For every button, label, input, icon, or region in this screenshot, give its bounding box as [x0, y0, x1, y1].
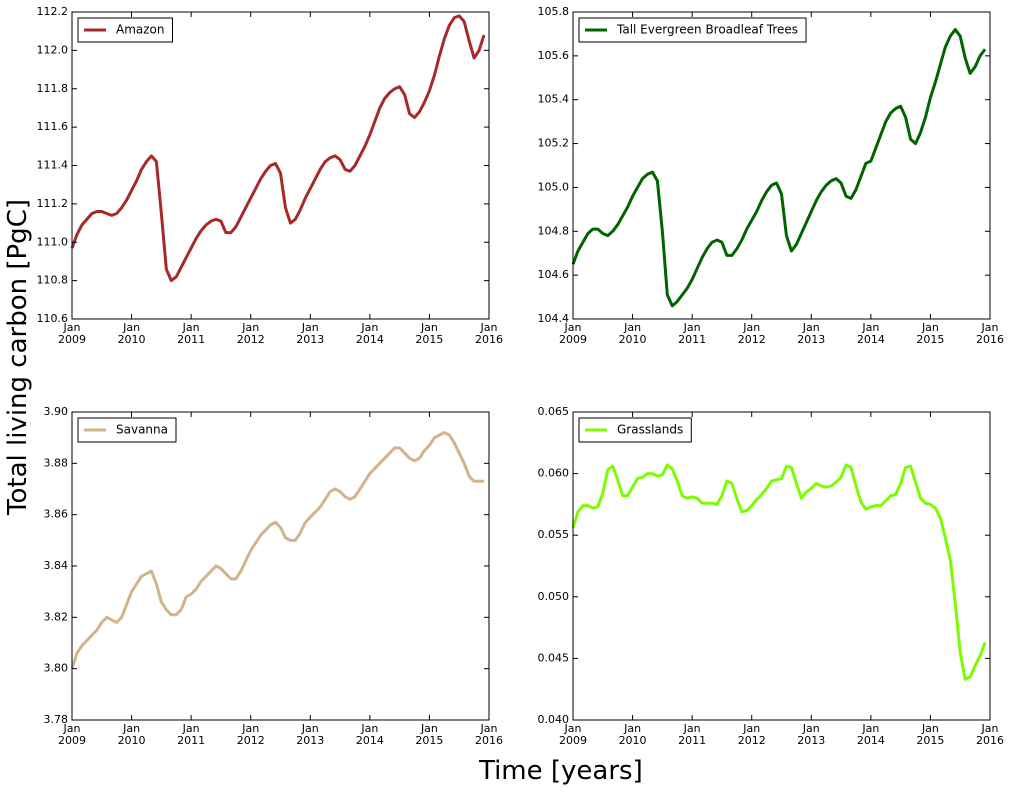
- y-tick-label: 0.055: [538, 528, 570, 541]
- x-tick-label: Jan 2015: [415, 321, 444, 346]
- legend-label: Tall Evergreen Broadleaf Trees: [616, 23, 798, 37]
- y-tick-label: 104.8: [538, 224, 570, 237]
- plot-area: [72, 12, 489, 319]
- x-tick-label: Jan 2016: [475, 321, 503, 346]
- x-tick-label: Jan 2015: [415, 722, 444, 747]
- plot-area: [573, 12, 990, 319]
- y-tick-label: 104.4: [538, 312, 570, 325]
- x-tick-label: Jan 2014: [856, 321, 885, 346]
- data-line: [571, 463, 987, 681]
- y-tick-label: 3.84: [44, 559, 69, 572]
- legend-label: Amazon: [116, 23, 165, 37]
- x-tick-label: Jan 2010: [117, 722, 146, 747]
- x-tick-label: Jan 2012: [236, 722, 265, 747]
- x-tick-label: Jan 2013: [797, 321, 826, 346]
- y-tick-label: 105.8: [538, 5, 570, 18]
- x-tick-label: Jan 2010: [618, 722, 647, 747]
- y-tick-label: 0.060: [538, 467, 570, 480]
- x-tick-label: Jan 2013: [296, 722, 325, 747]
- y-tick-label: 112.2: [37, 5, 69, 18]
- legend: [578, 17, 807, 43]
- y-tick-label: 3.82: [44, 610, 69, 623]
- y-tick-label: 104.6: [538, 268, 570, 281]
- x-tick-label: Jan 2009: [58, 321, 86, 346]
- x-tick-label: Jan 2015: [916, 321, 945, 346]
- x-tick-label: Jan 2009: [559, 321, 587, 346]
- y-tick-label: 0.040: [538, 713, 570, 726]
- y-tick-label: 3.80: [44, 662, 69, 675]
- x-tick-label: Jan 2014: [355, 321, 384, 346]
- y-tick-label: 111.4: [37, 159, 69, 172]
- y-tick-label: 3.86: [44, 508, 69, 521]
- x-tick-label: Jan 2014: [856, 722, 885, 747]
- x-tick-label: Jan 2011: [177, 321, 206, 346]
- x-tick-label: Jan 2015: [916, 722, 945, 747]
- x-tick-label: Jan 2013: [797, 722, 826, 747]
- y-tick-label: 110.6: [37, 312, 69, 325]
- y-axis-title: Total living carbon [PgC]: [3, 199, 33, 515]
- y-tick-label: 3.78: [44, 713, 69, 726]
- y-tick-label: 0.050: [538, 590, 570, 603]
- y-tick-label: 0.045: [538, 651, 570, 664]
- axes-frame: [572, 411, 991, 721]
- y-tick-label: 111.2: [37, 197, 69, 210]
- data-line: [571, 28, 987, 308]
- x-tick-label: Jan 2011: [678, 321, 707, 346]
- x-tick-label: Jan 2010: [117, 321, 146, 346]
- y-tick-label: 0.065: [538, 405, 570, 418]
- x-tick-label: Jan 2016: [976, 321, 1004, 346]
- legend-label: Grasslands: [617, 423, 683, 437]
- y-tick-label: 111.0: [37, 235, 69, 248]
- axes-frame: [572, 11, 991, 320]
- x-axis-title: Time [years]: [479, 756, 643, 786]
- x-tick-label: Jan 2012: [737, 722, 766, 747]
- plot-area: [573, 412, 990, 720]
- y-tick-label: 105.2: [538, 137, 570, 150]
- x-tick-label: Jan 2013: [296, 321, 325, 346]
- y-tick-label: 3.88: [44, 456, 69, 469]
- y-tick-label: 105.6: [538, 49, 570, 62]
- x-tick-label: Jan 2009: [58, 722, 86, 747]
- x-tick-label: Jan 2012: [236, 321, 265, 346]
- x-tick-label: Jan 2016: [475, 722, 503, 747]
- y-tick-label: 105.4: [538, 93, 570, 106]
- x-tick-label: Jan 2012: [737, 321, 766, 346]
- y-tick-label: 105.0: [538, 180, 570, 193]
- y-tick-label: 112.0: [37, 43, 69, 56]
- data-line: [70, 14, 486, 283]
- x-tick-label: Jan 2014: [355, 722, 384, 747]
- x-tick-label: Jan 2010: [618, 321, 647, 346]
- data-line: [70, 431, 485, 670]
- y-tick-label: 3.90: [44, 405, 69, 418]
- y-tick-label: 111.8: [37, 82, 69, 95]
- x-tick-label: Jan 2016: [976, 722, 1004, 747]
- y-tick-label: 111.6: [37, 120, 69, 133]
- x-tick-label: Jan 2011: [177, 722, 206, 747]
- x-tick-label: Jan 2011: [678, 722, 707, 747]
- legend-label: Savanna: [116, 423, 168, 437]
- y-tick-label: 110.8: [37, 274, 69, 287]
- plot-area: [72, 412, 489, 720]
- x-tick-label: Jan 2009: [559, 722, 587, 747]
